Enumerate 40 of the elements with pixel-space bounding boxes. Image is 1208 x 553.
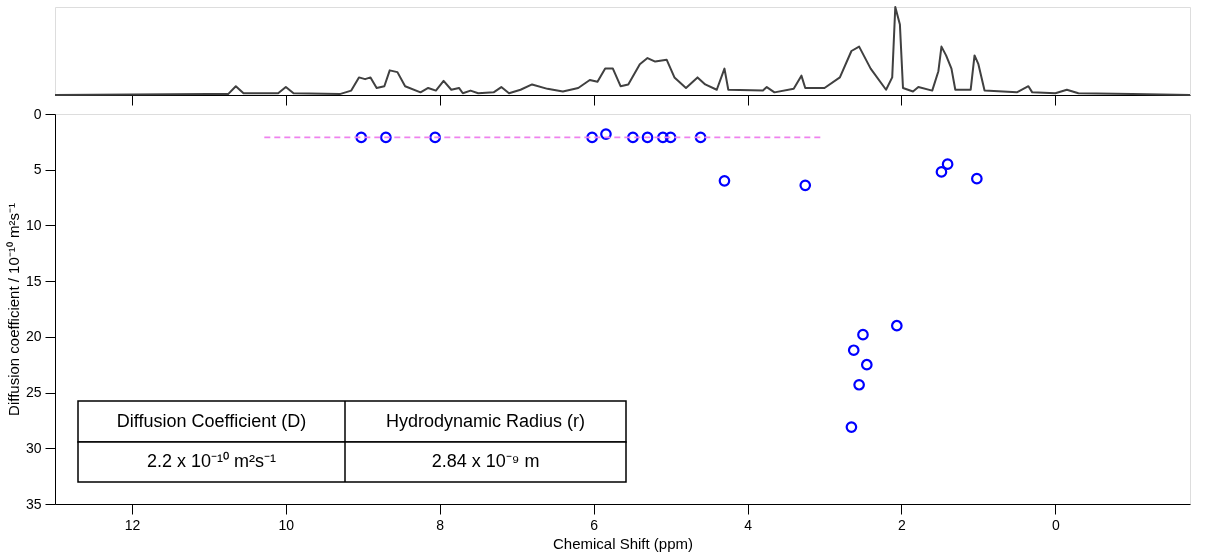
annotation: 2.84 x 10⁻⁹ m <box>431 451 540 471</box>
x-tick-label: 2 <box>898 516 907 533</box>
point <box>853 378 865 391</box>
point <box>657 131 669 144</box>
point <box>355 131 368 144</box>
point <box>380 131 392 144</box>
y-tick-label: 10 <box>25 216 42 233</box>
point <box>845 421 858 433</box>
y-tick-label: 25 <box>25 384 42 401</box>
point <box>971 172 983 185</box>
point <box>627 131 639 144</box>
x-tick-label: 8 <box>436 516 445 533</box>
y-tick-label: 35 <box>25 495 42 512</box>
x-tick-label: 6 <box>590 516 599 533</box>
point <box>586 131 598 144</box>
point <box>941 158 954 170</box>
point <box>847 344 860 357</box>
point <box>935 166 948 178</box>
point <box>718 175 731 187</box>
x-tick-label: 10 <box>278 516 295 533</box>
point <box>600 128 612 140</box>
point <box>890 319 903 332</box>
y-axis-title: Diffusion coefficient / 10⁻¹⁰ m²s⁻¹ <box>4 203 22 416</box>
x-tick-label: 4 <box>744 516 753 533</box>
point <box>860 358 873 371</box>
y-tick-label: 5 <box>33 161 42 178</box>
y-tick-label: 20 <box>25 328 42 345</box>
point <box>799 179 812 192</box>
point <box>664 131 677 144</box>
point <box>641 131 654 144</box>
y-tick-label: 15 <box>25 272 42 289</box>
point <box>429 131 441 144</box>
x-axis-title: Chemical Shift (ppm) <box>552 534 694 552</box>
point <box>857 328 869 341</box>
annotation: 2.2 x 10⁻¹⁰ m²s⁻¹ <box>146 451 277 471</box>
x-tick-label: 12 <box>124 516 141 533</box>
x-tick-label: 0 <box>1051 516 1060 533</box>
point <box>694 131 707 144</box>
y-tick-label: 0 <box>33 105 42 122</box>
y-tick-label: 30 <box>25 439 42 456</box>
